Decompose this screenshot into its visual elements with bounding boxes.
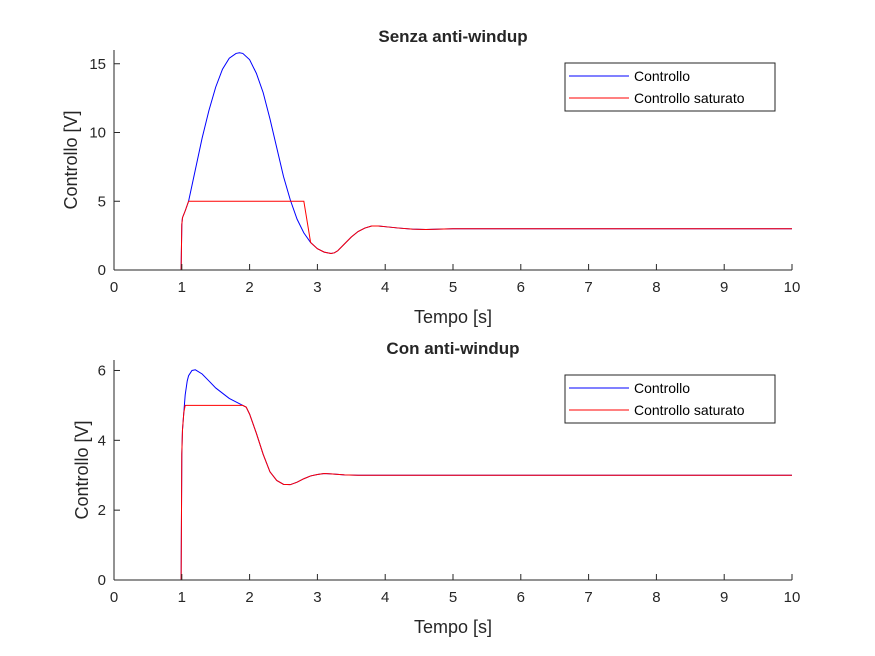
- x-tick-label: 1: [178, 589, 186, 606]
- x-tick-label: 0: [110, 589, 118, 606]
- x-tick-label: 8: [652, 589, 660, 606]
- subplot-con-anti-windup: 0 1 2 3 4 5 6 7 8 9 10 0 2 4 6 Con anti-windup Tempo [s]…: [72, 339, 800, 637]
- y-tick-label: 15: [89, 56, 106, 73]
- y-tick-label: 10: [89, 125, 106, 142]
- x-tick-label: 1: [178, 279, 186, 296]
- x-tick-label: 3: [313, 279, 321, 296]
- y-tick-label: 4: [98, 432, 106, 449]
- x-tick-label: 2: [245, 589, 253, 606]
- x-tick-label: 7: [584, 589, 592, 606]
- x-tick-label: 4: [381, 279, 389, 296]
- series-line-controllo-saturato: [114, 200, 792, 270]
- x-tick-label: 7: [584, 279, 592, 296]
- y-tick-label: 0: [98, 572, 106, 589]
- legend-entry: Controllo saturato: [634, 90, 745, 106]
- y-tick-label: 6: [98, 362, 106, 379]
- x-tick-label: 6: [517, 279, 525, 296]
- y-tick-label: 5: [98, 193, 106, 210]
- legend-entry: Controllo: [634, 68, 690, 84]
- x-tick-label: 10: [784, 279, 801, 296]
- x-axis-label: Tempo [s]: [414, 307, 492, 327]
- legend-entry: Controllo saturato: [634, 402, 745, 418]
- x-tick-label: 0: [110, 279, 118, 296]
- legend-box: [564, 374, 776, 424]
- y-tick-label: 2: [98, 502, 106, 519]
- chart-title: Con anti-windup: [386, 339, 519, 358]
- x-tick-label: 6: [517, 589, 525, 606]
- legend-entry: Controllo: [634, 380, 690, 396]
- x-tick-label: 9: [720, 279, 728, 296]
- x-tick-label: 5: [449, 279, 457, 296]
- x-tick-label: 10: [784, 589, 801, 606]
- x-tick-label: 3: [313, 589, 321, 606]
- legend-box: [564, 62, 776, 112]
- x-axis-label: Tempo [s]: [414, 617, 492, 637]
- y-tick-label: 0: [98, 262, 106, 279]
- y-axis-label: Controllo [V]: [61, 110, 81, 209]
- subplot-senza-anti-windup: 0 1 2 3 4 5 6 7 8 9 10 0 5 10 15 Senza anti-windup Tempo…: [61, 27, 800, 327]
- x-tick-label: 4: [381, 589, 389, 606]
- y-axis-label: Controllo [V]: [72, 420, 92, 519]
- x-tick-label: 8: [652, 279, 660, 296]
- x-tick-label: 9: [720, 589, 728, 606]
- x-tick-label: 5: [449, 589, 457, 606]
- series-line-controllo-saturato: [114, 404, 792, 580]
- chart-title: Senza anti-windup: [378, 27, 527, 46]
- x-tick-label: 2: [245, 279, 253, 296]
